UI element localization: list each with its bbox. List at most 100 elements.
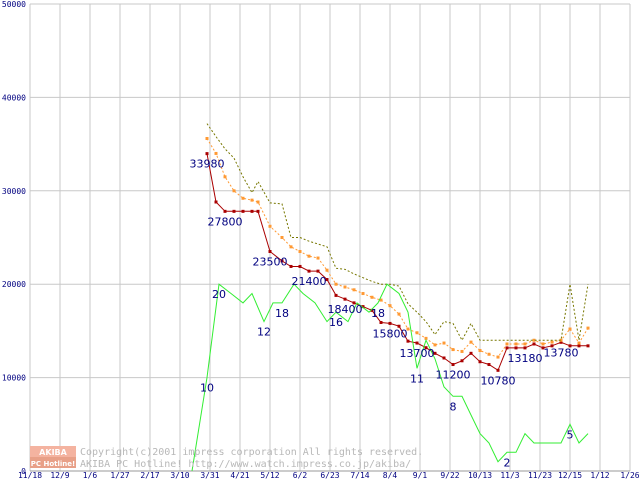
x-tick-label: 10/13: [468, 471, 492, 480]
series-point-avg: [415, 331, 419, 335]
series-point-min: [568, 344, 572, 348]
y-tick-label: 20000: [2, 280, 26, 289]
count-data-label: 18: [371, 307, 385, 320]
series-point-avg: [352, 288, 356, 292]
series-point-min: [550, 344, 554, 348]
price-data-label: 13780: [544, 346, 579, 359]
series-point-avg: [586, 326, 590, 330]
price-data-label: 13700: [400, 347, 435, 360]
logo-bottom-text: PC Hotline!: [31, 460, 75, 468]
x-tick-label: 3/31: [200, 471, 219, 480]
series-point-avg: [433, 343, 437, 347]
x-tick-label: 11/3: [500, 471, 519, 480]
series-point-min: [307, 269, 311, 273]
series-point-avg: [496, 355, 500, 359]
series-point-min: [469, 351, 473, 355]
series-point-min: [289, 264, 293, 268]
series-point-avg: [577, 341, 581, 345]
series-point-avg: [532, 338, 536, 342]
count-data-label: 8: [450, 400, 457, 413]
series-point-min: [268, 250, 272, 254]
x-tick-label: 12/15: [558, 471, 582, 480]
series-point-min: [478, 360, 482, 364]
series-line-avg: [206, 138, 589, 358]
copyright-watermark: AKIBA PC Hotline! Copyright(c)2001 impre…: [30, 446, 423, 470]
y-tick-label: 10000: [2, 374, 26, 383]
series-point-avg: [460, 349, 464, 353]
series-point-min: [541, 346, 545, 350]
y-tick-label: 30000: [2, 187, 26, 196]
x-tick-label: 1/6: [83, 471, 98, 480]
x-tick-label: 11/18: [18, 471, 42, 480]
series-point-avg: [523, 342, 527, 346]
series-point-avg: [334, 282, 338, 286]
series-point-min: [205, 152, 209, 156]
series-point-min: [397, 324, 401, 328]
x-tick-label: 3/10: [170, 471, 189, 480]
count-data-label: 20: [212, 288, 226, 301]
series-point-avg: [298, 250, 302, 254]
series-point-avg: [388, 304, 392, 308]
price-data-label: 13180: [508, 352, 543, 365]
series-point-min: [256, 209, 260, 213]
series-point-min: [232, 209, 236, 213]
count-data-label: 12: [257, 326, 271, 339]
copyright-line: Copyright(c)2001 impress corporation All…: [80, 447, 423, 458]
x-tick-label: 11/23: [528, 471, 552, 480]
series-point-avg: [550, 340, 554, 344]
series-point-min: [298, 264, 302, 268]
series-point-min: [316, 269, 320, 273]
x-tick-label: 6/23: [320, 471, 339, 480]
series-point-avg: [268, 224, 272, 228]
series-point-avg: [307, 254, 311, 258]
x-tick-label: 4/21: [230, 471, 249, 480]
series-point-avg: [505, 342, 509, 346]
series-point-min: [442, 356, 446, 360]
series-point-min: [325, 278, 329, 282]
series-point-min: [388, 321, 392, 325]
series-point-avg: [316, 256, 320, 260]
data-labels: 33980 27800 23500 21400 18400 15800 1370011200…: [190, 158, 579, 470]
series-point-avg: [514, 342, 518, 346]
price-data-label: 18400: [328, 303, 363, 316]
series-point-min: [415, 341, 419, 345]
series-point-min: [223, 209, 227, 213]
y-axis-ticks: 50000 40000 30000 20000 10000 0: [2, 0, 26, 476]
y-tick-label: 0: [21, 467, 26, 476]
series-point-min: [379, 320, 383, 324]
price-data-label: 15800: [373, 327, 408, 340]
x-tick-label: 9/1: [413, 471, 428, 480]
akiba-logo: AKIBA PC Hotline!: [30, 446, 76, 468]
series-point-min: [586, 344, 590, 348]
series-point-min: [433, 351, 437, 355]
y-tick-label: 50000: [2, 0, 26, 9]
x-tick-label: 2/17: [140, 471, 159, 480]
series-point-avg: [256, 200, 260, 204]
series-point-min: [334, 293, 338, 297]
x-tick-label: 1/12: [590, 471, 609, 480]
series-point-min: [460, 359, 464, 363]
series-point-avg: [214, 151, 218, 155]
series-point-avg: [250, 198, 254, 202]
logo-top-text: AKIBA: [39, 448, 67, 457]
count-data-label: 5: [567, 428, 574, 441]
count-data-label: 16: [329, 316, 343, 329]
x-axis-ticks: 11/18 12/9 1/6 1/27 2/17 3/10 3/31 4/21 5/12 6/2 6…: [18, 471, 640, 480]
price-data-label: 27800: [208, 215, 243, 228]
series-point-avg: [559, 338, 563, 342]
series-point-min: [523, 346, 527, 350]
series-point-min: [577, 344, 581, 348]
series-point-avg: [370, 295, 374, 299]
series-point-min: [514, 346, 518, 350]
series-point-avg: [442, 341, 446, 345]
x-tick-label: 8/4: [383, 471, 398, 480]
series-point-avg: [397, 312, 401, 316]
x-tick-label: 6/2: [293, 471, 308, 480]
grid-lines: [29, 3, 631, 472]
y-tick-label: 40000: [2, 93, 26, 102]
series-point-min: [343, 297, 347, 301]
count-data-label: 11: [410, 372, 424, 385]
x-tick-label: 7/14: [350, 471, 369, 480]
x-tick-label: 12/9: [50, 471, 69, 480]
series-point-avg: [424, 336, 428, 340]
